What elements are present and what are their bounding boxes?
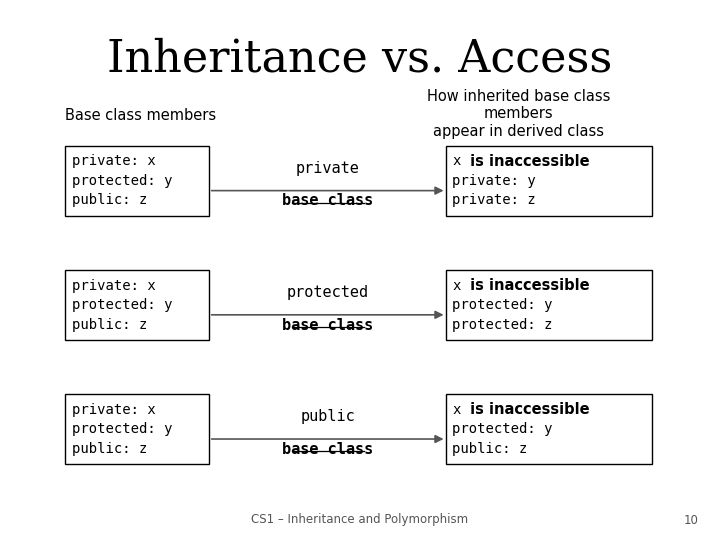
Text: base class: base class <box>282 318 373 333</box>
Text: private: x: private: x <box>72 403 156 417</box>
Text: public: z: public: z <box>452 442 528 456</box>
Text: private: x: private: x <box>72 154 156 168</box>
Text: Inheritance vs. Access: Inheritance vs. Access <box>107 38 613 81</box>
Text: private: private <box>296 160 359 176</box>
FancyBboxPatch shape <box>446 270 652 340</box>
Text: base class: base class <box>282 193 373 208</box>
Text: private: z: private: z <box>452 193 536 207</box>
Text: is inaccessible: is inaccessible <box>465 154 590 169</box>
FancyBboxPatch shape <box>65 270 209 340</box>
Text: protected: y: protected: y <box>72 298 173 312</box>
Text: public: z: public: z <box>72 442 148 456</box>
Text: 10: 10 <box>683 514 698 526</box>
Text: protected: y: protected: y <box>72 422 173 436</box>
Text: CS1 – Inheritance and Polymorphism: CS1 – Inheritance and Polymorphism <box>251 514 469 526</box>
FancyBboxPatch shape <box>446 146 652 216</box>
Text: private: y: private: y <box>452 174 536 188</box>
FancyBboxPatch shape <box>65 146 209 216</box>
Text: protected: protected <box>287 285 369 300</box>
Text: x: x <box>452 279 461 293</box>
Text: protected: y: protected: y <box>72 174 173 188</box>
Text: protected: y: protected: y <box>452 298 553 312</box>
Text: protected: z: protected: z <box>452 318 553 332</box>
FancyBboxPatch shape <box>446 394 652 464</box>
Text: Base class members: Base class members <box>65 108 216 123</box>
Text: private: x: private: x <box>72 279 156 293</box>
Text: public: z: public: z <box>72 193 148 207</box>
Text: public: z: public: z <box>72 318 148 332</box>
Text: protected: y: protected: y <box>452 422 553 436</box>
Text: is inaccessible: is inaccessible <box>465 278 590 293</box>
Text: public: public <box>300 409 355 424</box>
Text: base class: base class <box>282 442 373 457</box>
Text: is inaccessible: is inaccessible <box>465 402 590 417</box>
Text: x: x <box>452 403 461 417</box>
Text: x: x <box>452 154 461 168</box>
FancyBboxPatch shape <box>65 394 209 464</box>
Text: How inherited base class
members
appear in derived class: How inherited base class members appear … <box>427 89 610 139</box>
